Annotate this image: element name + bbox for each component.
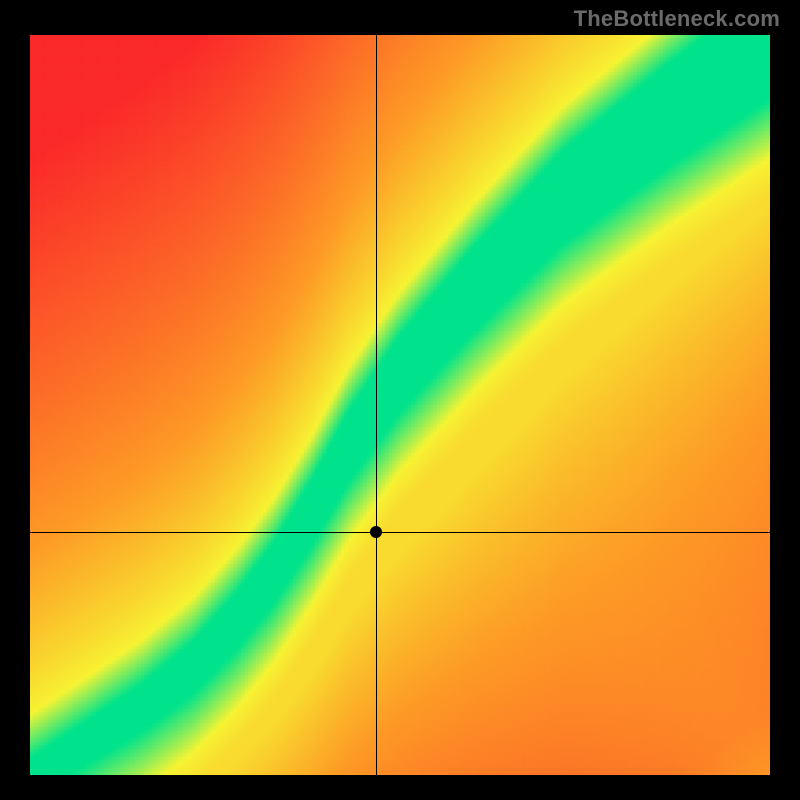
heatmap-canvas [30, 35, 770, 775]
crosshair-vertical [376, 35, 377, 775]
chart-container: TheBottleneck.com [0, 0, 800, 800]
heatmap-plot [30, 35, 770, 775]
watermark-text: TheBottleneck.com [574, 6, 780, 32]
crosshair-marker [370, 526, 382, 538]
crosshair-horizontal [30, 532, 770, 533]
